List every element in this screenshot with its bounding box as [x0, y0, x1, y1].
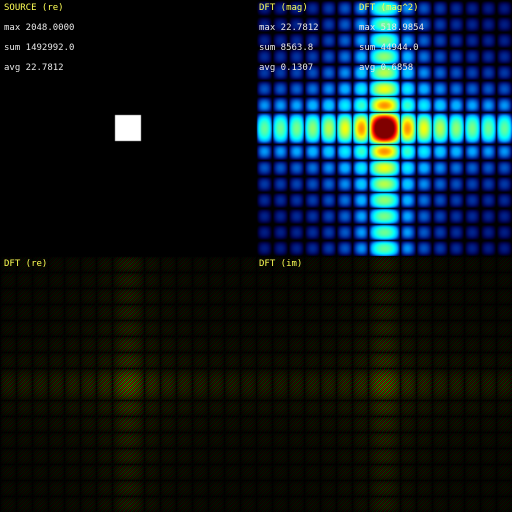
- source-sum: sum 1492992.0: [4, 43, 75, 53]
- source-max: max 2048.0000: [4, 23, 75, 33]
- mag-avg: avg 0.1307: [259, 63, 314, 73]
- mag2-sum: sum 44944.0: [359, 43, 419, 53]
- source-avg: avg 22.7812: [4, 63, 64, 73]
- re-title: DFT (re): [4, 259, 48, 269]
- mag-sum: sum 8563.8: [259, 43, 314, 53]
- source-panel: SOURCE (re) max 2048.0000 sum 1492992.0 …: [0, 0, 256, 256]
- dft-real-panel: DFT (re): [0, 256, 256, 512]
- dft-magnitude-image: [256, 0, 512, 256]
- source-title: SOURCE (re): [4, 3, 64, 13]
- mag-max: max 22.7812: [259, 23, 319, 33]
- mag2-avg: avg 0.6858: [359, 63, 414, 73]
- dft-imaginary-image: [256, 256, 512, 512]
- im-title: DFT (im): [259, 259, 303, 269]
- mag-title: DFT (mag): [259, 3, 308, 13]
- source-image: [0, 0, 256, 256]
- dft-imaginary-panel: DFT (im): [256, 256, 512, 512]
- mag2-title: DFT (mag^2): [359, 3, 419, 13]
- dft-magnitude-panel: DFT (mag) max 22.7812 sum 8563.8 avg 0.1…: [256, 0, 512, 256]
- dft-real-image: [0, 256, 256, 512]
- mag2-max: max 518.9854: [359, 23, 425, 33]
